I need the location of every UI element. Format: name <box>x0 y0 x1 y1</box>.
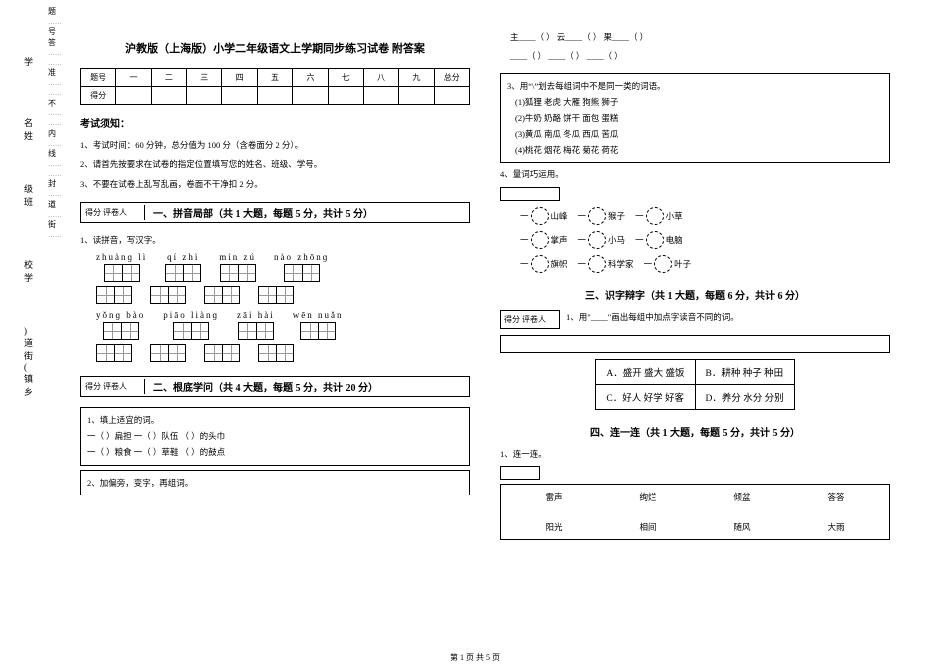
section-1-title: 一、拼音局部（共 1 大题，每题 5 分，共计 5 分） <box>145 205 465 220</box>
connect-box: 雷声绚烂倾盆答答 阳光相间随风大雨 <box>500 484 890 540</box>
notice-heading: 考试须知： <box>80 115 470 130</box>
left-column: 沪教版（上海版）小学二年级语文上学期同步练习试卷 附答案 题号一二三四五六七八九… <box>80 40 470 499</box>
q1-box: 1、填上适宜的词。 一（ ）扁担 一（ ）队伍 （ ）的头巾 一（ ）粮食 一（… <box>80 407 470 465</box>
question-text: 1、读拼音，写汉字。 <box>80 233 470 248</box>
pinyin-row <box>80 344 470 362</box>
right-column: 主____（ ） 云____（ ） 果____（ ） ____（ ） ____（… <box>500 30 890 544</box>
margin-vertical-labels: 题…… 号答………… 准………… 不………… 内…… 线………… 封…… 道……… <box>48 8 62 242</box>
measure-row: 一山峰 一猴子 一小草 <box>500 207 890 225</box>
q2-fill-line: 主____（ ） 云____（ ） 果____（ ） <box>500 30 890 45</box>
q3-box: 3、用“\”划去每组词中不是同一类的词语。 (1)狐狸 老虎 大雁 狗熊 狮子 … <box>500 73 890 164</box>
empty-box <box>500 187 560 201</box>
exam-title: 沪教版（上海版）小学二年级语文上学期同步练习试卷 附答案 <box>80 40 470 56</box>
page-footer: 第 1 页 共 5 页 <box>0 652 950 663</box>
q2-fill-line2: ____（ ） ____（ ） ____（ ） <box>500 49 890 64</box>
section-2-header: 得分 评卷人 二、根底学问（共 4 大题，每题 5 分，共计 20 分） <box>80 376 470 397</box>
score-box: 得分 评卷人 <box>85 205 145 220</box>
section-3-title: 三、识字辩字（共 1 大题，每题 6 分，共计 6 分） <box>500 287 890 302</box>
q2-box: 2、加偏旁，变字，再组词。 <box>80 470 470 495</box>
section-4-title: 四、连一连（共 1 大题，每题 5 分，共计 5 分） <box>500 424 890 439</box>
q4-label: 4、量词巧运用。 <box>500 167 890 182</box>
pinyin-row: zhuànɡ lì qí zhì mín zú nào zhōnɡ <box>80 252 470 282</box>
empty-answer-box <box>500 335 890 353</box>
notice-line: 3、不要在试卷上乱写乱画，卷面不干净扣 2 分。 <box>80 177 470 192</box>
sec3-q: 1、用"____"画出每组中加点字读音不同的词。 <box>560 310 739 325</box>
margin-category-labels: 学 名姓 级班 校学 )道街(镇乡 <box>24 10 36 438</box>
notice-line: 2、请首先按要求在试卷的指定位置填写您的姓名、班级、学号。 <box>80 157 470 172</box>
char-discrimination-table: A．盛开 盛大 盛饭B．耕种 种子 种田 C．好人 好学 好客D．养分 水分 分… <box>595 359 794 410</box>
pinyin-row: yǒnɡ bào piāo liànɡ zāi hài wēn nuǎn <box>80 310 470 340</box>
notice-line: 1、考试时间：60 分钟，总分值为 100 分（含卷面分 2 分）。 <box>80 138 470 153</box>
empty-box <box>500 466 540 480</box>
section-2-title: 二、根底学问（共 4 大题，每题 5 分，共计 20 分） <box>145 379 465 394</box>
score-table: 题号一二三四五六七八九总分 得分 <box>80 68 470 105</box>
sec4-q: 1、连一连。 <box>500 447 890 462</box>
measure-row: 一掌声 一小马 一电脑 <box>500 231 890 249</box>
section-1-header: 得分 评卷人 一、拼音局部（共 1 大题，每题 5 分，共计 5 分） <box>80 202 470 223</box>
score-box: 得分 评卷人 <box>85 379 145 394</box>
measure-row: 一旗帜 一科学家 一叶子 <box>500 255 890 273</box>
score-box: 得分 评卷人 <box>500 310 560 329</box>
pinyin-row <box>80 286 470 304</box>
